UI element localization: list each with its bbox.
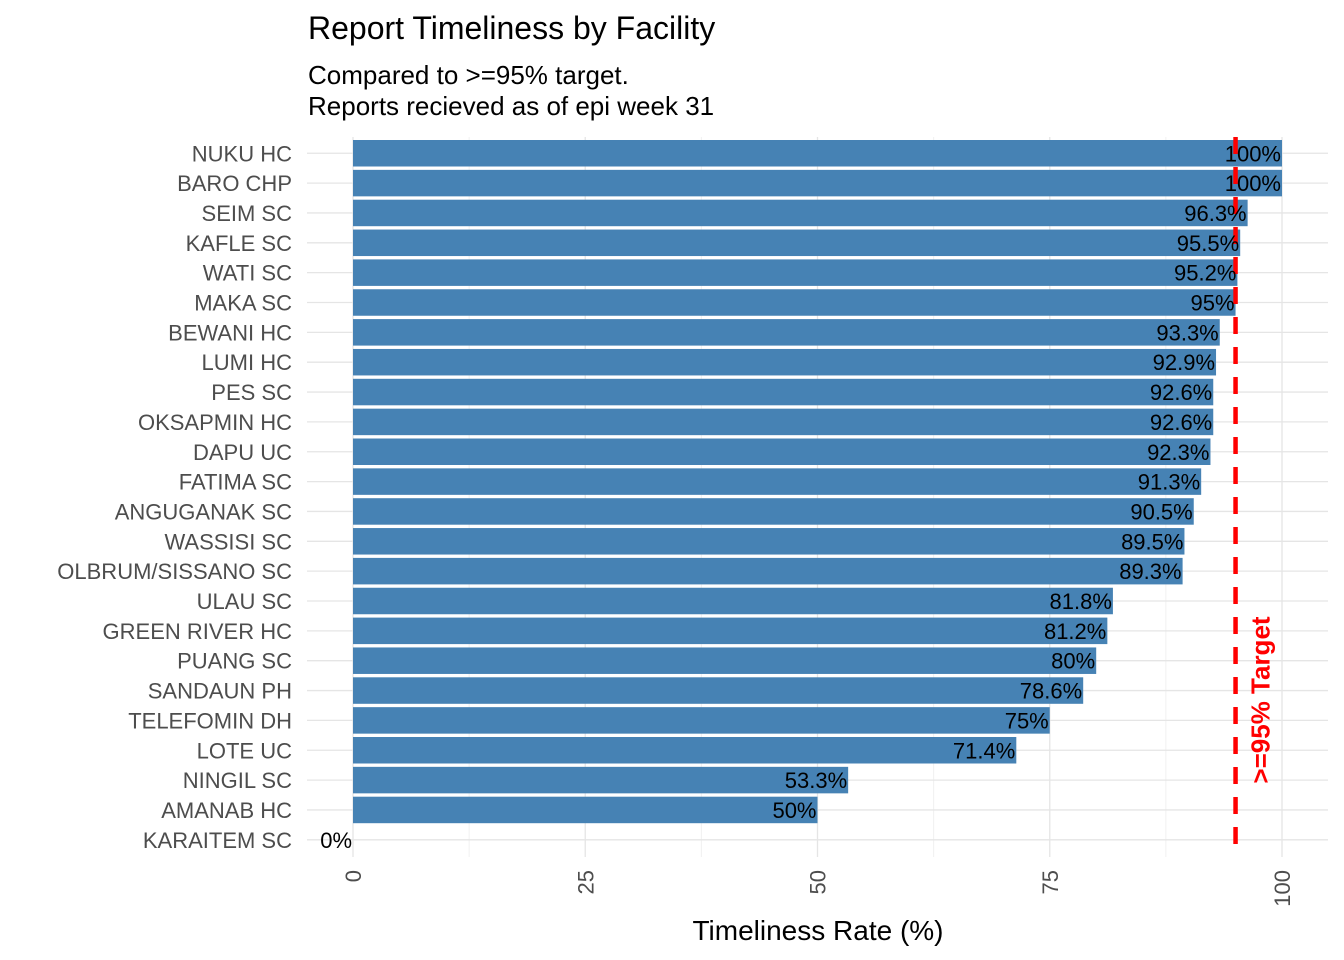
bar-value-label: 100% [1225, 171, 1281, 196]
x-tick-label: 75 [1038, 870, 1063, 894]
bar-value-label: 53.3% [785, 768, 847, 793]
bar [353, 766, 849, 794]
bar [353, 528, 1185, 555]
category-label: OKSAPMIN HC [138, 410, 292, 435]
bar-value-label: 92.6% [1150, 380, 1212, 405]
category-label: OLBRUM/SISSANO SC [57, 559, 292, 584]
x-tick-label: 50 [806, 870, 831, 894]
bar-value-label: 91.3% [1138, 470, 1200, 495]
bar-value-label: 71.4% [953, 738, 1015, 763]
bar-value-label: 75% [1005, 708, 1049, 733]
x-axis-title: Timeliness Rate (%) [692, 915, 943, 946]
bar [353, 408, 1214, 436]
bar [353, 498, 1194, 525]
x-tick-label: 0 [341, 870, 366, 882]
bar-value-label: 90.5% [1130, 499, 1192, 524]
bar [353, 319, 1220, 346]
bar [353, 677, 1084, 704]
bar [353, 796, 818, 824]
chart-subtitle: Compared to >=95% target. Reports reciev… [308, 60, 714, 122]
target-line-group: >=95% Target [1233, 137, 1276, 857]
category-label: LUMI HC [202, 350, 293, 375]
bar [353, 259, 1238, 286]
bar [353, 140, 1282, 167]
subtitle-line-2: Reports recieved as of epi week 31 [308, 91, 715, 121]
chart-title: Report Timeliness by Facility [308, 10, 716, 46]
bar-value-label: 78.6% [1020, 679, 1082, 704]
subtitle-line-1: Compared to >=95% target. [308, 60, 629, 90]
category-label: DAPU UC [193, 440, 292, 465]
bar-value-label: 89.5% [1121, 529, 1183, 554]
category-label: ULAU SC [197, 589, 292, 614]
category-label: NUKU HC [192, 141, 292, 166]
bar-value-label: 95.5% [1177, 231, 1239, 256]
category-label: BARO CHP [177, 171, 292, 196]
bar-value-label: 92.3% [1147, 440, 1209, 465]
bar [353, 348, 1217, 376]
bar-value-label: 89.3% [1119, 559, 1181, 584]
data-labels: 100% 100% 96.3% 95.5% 95.2% 95% 93.3% 92.9% 92.6… [320, 141, 1281, 853]
category-label: PUANG SC [177, 649, 292, 674]
bar-value-label: 92.6% [1150, 410, 1212, 435]
bar-value-label: 96.3% [1184, 201, 1246, 226]
x-tick-label: 25 [573, 870, 598, 894]
category-label: KARAITEM SC [143, 828, 292, 853]
bar-value-label: 93.3% [1156, 320, 1218, 345]
bar-value-label: 81.2% [1044, 619, 1106, 644]
category-label: SEIM SC [202, 201, 293, 226]
bar-value-label: 80% [1051, 649, 1095, 674]
category-label: GREEN RIVER HC [103, 619, 293, 644]
category-label: FATIMA SC [179, 470, 292, 495]
bar [353, 199, 1248, 227]
bars [353, 140, 1282, 824]
category-label: TELEFOMIN DH [128, 708, 292, 733]
bar-value-label: 81.8% [1050, 589, 1112, 614]
category-label: NINGIL SC [183, 768, 292, 793]
category-label: MAKA SC [194, 291, 292, 316]
bar [353, 737, 1017, 764]
category-label: WATI SC [203, 261, 292, 286]
bar [353, 468, 1202, 495]
bar [353, 169, 1282, 197]
bar-value-label: 0% [320, 828, 352, 853]
target-label: >=95% Target [1246, 616, 1276, 784]
bar-value-label: 100% [1225, 141, 1281, 166]
category-label: BEWANI HC [168, 320, 292, 345]
bar [353, 289, 1236, 316]
category-label: LOTE UC [197, 738, 292, 763]
bar [353, 587, 1113, 615]
bar [353, 707, 1050, 734]
bar [353, 378, 1214, 406]
bar [353, 438, 1211, 465]
x-axis-labels: 0 25 50 75 100 [341, 870, 1295, 907]
category-label: PES SC [211, 380, 292, 405]
bar [353, 557, 1183, 585]
category-label: AMANAB HC [161, 798, 292, 823]
bar [353, 229, 1241, 257]
x-tick-label: 100 [1270, 870, 1295, 907]
bar-value-label: 92.9% [1153, 350, 1215, 375]
category-label: SANDAUN PH [148, 679, 292, 704]
y-axis-labels: NUKU HC BARO CHP SEIM SC KAFLE SC WATI SC MAK… [57, 141, 292, 853]
bar-value-label: 95.2% [1174, 261, 1236, 286]
bar-value-label: 95% [1191, 291, 1235, 316]
bar-value-label: 50% [772, 798, 816, 823]
category-label: ANGUGANAK SC [115, 499, 292, 524]
bar [353, 647, 1097, 674]
category-label: WASSISI SC [164, 529, 292, 554]
bar [353, 617, 1108, 645]
category-label: KAFLE SC [186, 231, 292, 256]
